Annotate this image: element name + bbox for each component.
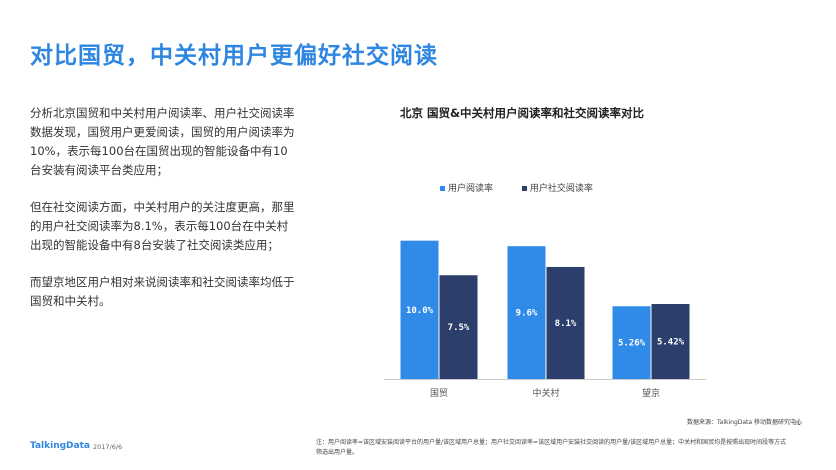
slide-date: 2017/6/6 xyxy=(93,443,123,451)
legend-label-series-1: 用户阅读率 xyxy=(448,184,494,194)
chart-bars: 10.0% 7.5% 9.6% 8.1% 5.26% 5.42% xyxy=(400,240,690,379)
x-axis-tick-labels: 国贸 中关村 望京 xyxy=(430,387,660,399)
chart-title: 北京 国贸&中关村用户阅读率和社交阅读率对比 xyxy=(400,106,645,120)
bar-2-3 xyxy=(651,304,690,379)
bar-2-2 xyxy=(546,266,585,379)
bar-1-3 xyxy=(612,306,651,379)
x-tick-label-3: 望京 xyxy=(642,387,660,399)
analysis-paragraph-2: 但在社交阅读方面，中关村用户的关注度更高，那里的用户社交阅读率为8.1%，表示每… xyxy=(30,200,295,252)
data-label-1-1: 10.0% xyxy=(406,306,434,316)
legend-swatch-series-1 xyxy=(440,186,445,191)
data-label-2-3: 5.42% xyxy=(657,338,685,348)
analysis-paragraph-3: 而望京地区用户相对来说阅读率和社交阅读率均低于国贸和中关村。 xyxy=(30,275,295,308)
data-label-1-2: 9.6% xyxy=(516,309,538,319)
bar-2-1 xyxy=(439,275,478,379)
brand-logo: TalkingData xyxy=(30,441,90,451)
legend-label-series-2: 用户社交阅读率 xyxy=(529,184,593,194)
analysis-text: 分析北京国贸和中关村用户阅读率、用户社交阅读率数据发现，国贸用户更爱阅读，国贸的… xyxy=(30,104,298,329)
bar-1-2 xyxy=(507,246,546,379)
footnote: 注：用户阅读率=该区域安装阅读平台的用户量/该区域用户总量；用户社交阅读率=该区… xyxy=(316,439,787,456)
x-tick-label-1: 国贸 xyxy=(430,387,448,399)
data-source: 数据来源：TalkingData 移动数据研究中心 xyxy=(686,419,802,426)
legend-item-series-1: 用户阅读率 xyxy=(440,181,493,194)
bar-1-1 xyxy=(400,240,439,379)
legend-swatch-series-2 xyxy=(521,186,527,191)
data-label-2-2: 8.1% xyxy=(555,319,577,329)
page-number: 11 xyxy=(793,420,801,427)
x-tick-label-2: 中关村 xyxy=(532,387,559,399)
page-title: 对比国贸，中关村用户更偏好社交阅读 xyxy=(30,43,438,69)
analysis-paragraph-1: 分析北京国贸和中关村用户阅读率、用户社交阅读率数据发现，国贸用户更爱阅读，国贸的… xyxy=(30,106,295,177)
chart-legend: 用户阅读率 用户社交阅读率 xyxy=(440,181,619,194)
data-label-2-1: 7.5% xyxy=(448,323,470,333)
data-label-1-3: 5.26% xyxy=(618,339,646,349)
legend-item-series-2: 用户社交阅读率 xyxy=(521,181,593,194)
